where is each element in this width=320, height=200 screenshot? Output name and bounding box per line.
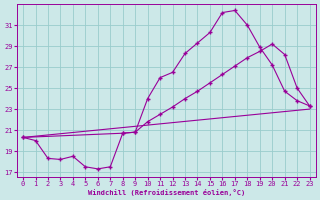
X-axis label: Windchill (Refroidissement éolien,°C): Windchill (Refroidissement éolien,°C) [88,189,245,196]
